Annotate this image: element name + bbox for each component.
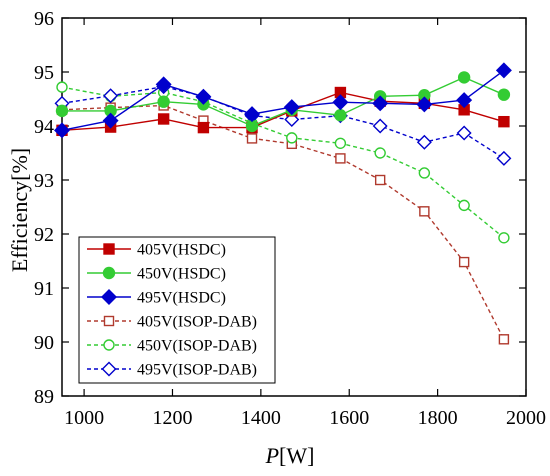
legend-marker [103,339,115,351]
data-point [498,115,510,128]
x-tick-label: 2000 [506,407,546,429]
data-point [334,137,347,149]
data-point [56,81,68,93]
series-line [61,104,505,340]
y-tick-label: 96 [34,8,54,30]
data-point [419,206,430,217]
data-point [55,104,69,118]
data-point [456,125,472,141]
legend-box [78,236,276,384]
legend-marker [103,315,115,327]
data-point [457,71,471,84]
legend-label: 495V(HSDC) [137,290,226,307]
data-point [416,134,432,150]
legend-item: 495V(ISOP-DAB) [87,362,257,379]
data-point [496,150,512,166]
y-tick-label: 94 [34,116,54,138]
legend-item: 495V(HSDC) [87,289,226,307]
legend-marker [102,266,116,280]
data-point [458,199,470,212]
data-point [416,96,433,113]
data-point [157,113,170,125]
data-point [372,118,388,134]
data-point [497,88,511,101]
axis-ticks: 1000 1200 1400 1600 1800 2000 89 90 91 92 93 94 95 96 [34,8,546,429]
data-point [155,76,172,93]
legend-marker [103,243,115,255]
y-tick-label: 95 [34,62,54,84]
y-tick-label: 89 [34,386,54,408]
data-point [374,174,386,186]
x-tick-label: 1800 [418,407,458,429]
data-point [495,62,512,79]
data-point [498,334,510,345]
series-line [61,85,505,159]
data-point [335,153,346,164]
series-layer [54,62,512,345]
x-axis-label-symbol: P [265,443,279,468]
x-tick-label: 1000 [64,407,104,429]
data-point [157,95,170,108]
legend-item: 450V(ISOP-DAB) [87,338,257,355]
data-point [197,121,210,134]
data-point [54,122,70,139]
data-point [374,147,386,159]
x-tick-label: 1600 [329,407,369,429]
data-point [458,256,470,268]
series-450V(ISOP-DAB) [56,81,510,244]
legend-label: 450V(ISOP-DAB) [137,338,257,355]
x-axis-label-unit: [W] [279,443,314,468]
data-point [286,132,298,144]
legend-label: 405V(ISOP-DAB) [137,314,257,331]
x-tick-label: 1400 [241,407,281,429]
legend: 405V(HSDC) 450V(HSDC) 495V(HSDC) 405V(ISOP-… [78,236,276,384]
data-point [244,106,261,123]
y-tick-label: 92 [34,224,54,246]
data-point [372,95,389,112]
legend-marker [101,289,117,305]
data-point [245,119,259,133]
data-point [103,88,119,104]
series-495V(HSDC) [54,62,512,139]
x-tick-label: 1200 [152,407,192,429]
legend-item: 450V(HSDC) [87,266,226,283]
data-point [498,232,510,244]
y-tick-label: 93 [34,170,54,192]
data-point [283,99,300,116]
y-tick-label: 90 [34,332,54,354]
data-point [334,108,347,122]
legend-marker [101,361,117,377]
data-point [246,133,258,144]
y-axis-label: Efficiency[%] [7,148,32,272]
data-point [102,112,119,129]
legend-label: 495V(ISOP-DAB) [137,362,257,379]
y-tick-label: 91 [34,278,54,300]
data-point [195,88,212,105]
legend-label: 405V(HSDC) [137,242,226,259]
data-point [332,94,349,111]
data-point [418,167,431,179]
legend-item: 405V(HSDC) [87,242,226,259]
legend-label: 450V(HSDC) [137,266,226,283]
data-point [456,92,473,109]
x-axis-label: P[W] [265,443,315,468]
legend-item: 405V(ISOP-DAB) [87,314,257,331]
